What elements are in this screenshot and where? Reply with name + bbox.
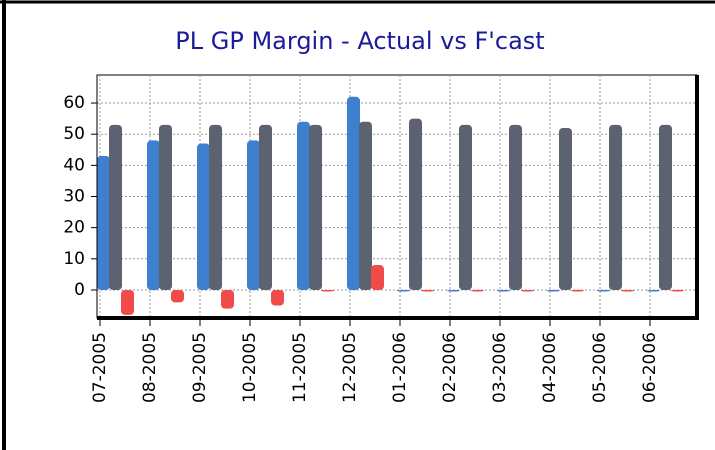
x-tick-label: 10-2005: [240, 332, 260, 403]
bar: [571, 289, 584, 292]
bar: [521, 289, 534, 292]
bar: [171, 289, 184, 303]
bar: [597, 289, 610, 292]
bar: [321, 289, 334, 292]
bar: [197, 143, 210, 290]
bar: [371, 265, 384, 290]
bar: [459, 124, 472, 290]
bar: [221, 289, 234, 309]
bar: [297, 121, 310, 290]
y-tick-label: 30: [63, 187, 85, 207]
y-tick-label: 10: [63, 249, 85, 269]
bar: [271, 289, 284, 306]
chart-title: PL GP Margin - Actual vs F'cast: [175, 27, 544, 55]
x-tick-label: 12-2005: [340, 332, 360, 403]
x-tick-label: 11-2005: [290, 332, 310, 403]
bar: [359, 121, 372, 290]
bar: [259, 124, 272, 290]
bar: [97, 156, 110, 290]
bar: [671, 289, 684, 292]
y-tick-label: 40: [63, 155, 85, 175]
bar: [209, 124, 222, 290]
bar: [347, 96, 360, 290]
x-tick-label: 08-2005: [140, 332, 160, 403]
x-tick-label: 09-2005: [190, 332, 210, 403]
y-tick-label: 20: [63, 218, 85, 238]
bar: [547, 289, 560, 292]
bar: [247, 140, 260, 290]
bar: [309, 124, 322, 290]
bar: [447, 289, 460, 292]
bar: [147, 140, 160, 290]
bar: [559, 127, 572, 290]
y-tick-label: 50: [63, 124, 85, 144]
bar: [109, 124, 122, 290]
bar: [609, 124, 622, 290]
x-tick-label: 05-2006: [590, 332, 610, 403]
bar: [397, 289, 410, 292]
x-tick-label: 02-2006: [440, 332, 460, 403]
bar: [159, 124, 172, 290]
bar: [647, 289, 660, 292]
bar: [509, 124, 522, 290]
y-tick-label: 60: [63, 93, 85, 113]
bar: [471, 289, 484, 292]
bar: [121, 289, 134, 315]
x-tick-label: 06-2006: [640, 332, 660, 403]
y-tick-label: 0: [74, 280, 85, 300]
bar: [409, 118, 422, 290]
x-tick-label: 01-2006: [390, 332, 410, 403]
x-tick-label: 04-2006: [540, 332, 560, 403]
x-tick-label: 07-2005: [90, 332, 110, 403]
bar: [421, 289, 434, 292]
x-tick-label: 03-2006: [490, 332, 510, 403]
bar: [497, 289, 510, 292]
bar: [621, 289, 634, 292]
bar: [659, 124, 672, 290]
